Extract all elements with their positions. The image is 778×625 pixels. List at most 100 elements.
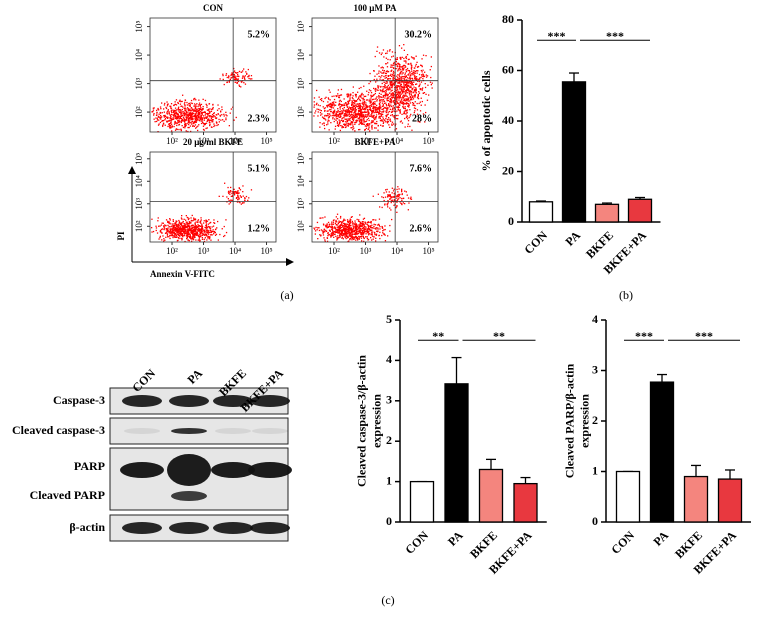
- event-dot: [164, 118, 167, 120]
- event-dot: [206, 104, 208, 107]
- event-dot: [182, 236, 184, 238]
- event-dot: [159, 116, 161, 118]
- event-dot: [351, 127, 353, 129]
- event-dot: [179, 235, 181, 237]
- event-dot: [233, 73, 235, 75]
- event-dot: [377, 193, 379, 195]
- event-dot: [368, 111, 370, 114]
- event-dot: [204, 226, 206, 229]
- event-dot: [335, 216, 337, 218]
- event-dot: [169, 219, 171, 221]
- event-dot: [317, 104, 319, 106]
- event-dot: [347, 236, 349, 238]
- event-dot: [173, 227, 175, 230]
- event-dot: [348, 112, 350, 114]
- event-dot: [409, 125, 411, 128]
- event-dot: [351, 103, 353, 105]
- event-dot: [329, 99, 331, 101]
- event-dot: [427, 84, 429, 86]
- event-dot: [171, 223, 173, 225]
- event-dot: [359, 116, 361, 118]
- event-dot: [372, 115, 374, 117]
- event-dot: [381, 52, 383, 54]
- event-dot: [346, 119, 348, 122]
- event-dot: [225, 219, 227, 221]
- event-dot: [401, 189, 403, 192]
- event-dot: [230, 186, 232, 189]
- event-dot: [334, 227, 337, 229]
- event-dot: [389, 88, 392, 90]
- event-dot: [394, 81, 396, 83]
- event-dot: [240, 196, 242, 198]
- event-dot: [251, 78, 253, 80]
- event-dot: [205, 234, 207, 236]
- event-dot: [359, 221, 361, 223]
- event-dot: [236, 192, 238, 194]
- event-dot: [413, 81, 415, 83]
- event-dot: [400, 97, 402, 99]
- event-dot: [349, 111, 351, 113]
- event-dot: [325, 96, 327, 98]
- event-dot: [188, 110, 190, 112]
- event-dot: [193, 219, 195, 221]
- event-dot: [193, 98, 195, 100]
- event-dot: [406, 194, 408, 196]
- event-dot: [356, 227, 358, 229]
- x-tick-label: CON: [402, 528, 431, 557]
- event-dot: [397, 194, 399, 196]
- event-dot: [394, 84, 396, 86]
- event-dot: [384, 196, 387, 198]
- event-dot: [208, 219, 210, 221]
- event-dot: [355, 113, 358, 115]
- event-dot: [361, 223, 364, 226]
- event-dot: [388, 104, 390, 107]
- event-dot: [160, 114, 162, 117]
- event-dot: [152, 109, 155, 111]
- event-dot: [159, 106, 162, 108]
- event-dot: [233, 193, 236, 195]
- event-dot: [357, 226, 359, 228]
- event-dot: [327, 226, 330, 228]
- event-dot: [366, 111, 368, 113]
- event-dot: [245, 71, 247, 73]
- event-dot: [234, 75, 236, 78]
- event-dot: [385, 191, 388, 193]
- event-dot: [398, 77, 400, 80]
- event-dot: [358, 106, 361, 108]
- event-dot: [382, 232, 384, 234]
- event-dot: [331, 235, 333, 237]
- event-dot: [410, 64, 413, 66]
- event-dot: [197, 239, 199, 241]
- event-dot: [247, 76, 249, 78]
- event-dot: [363, 223, 365, 226]
- event-dot: [396, 100, 398, 102]
- event-dot: [173, 114, 175, 117]
- event-dot: [185, 118, 188, 120]
- event-dot: [237, 190, 239, 192]
- event-dot: [414, 101, 416, 103]
- event-dot: [373, 225, 375, 227]
- event-dot: [371, 125, 373, 128]
- event-dot: [187, 115, 190, 117]
- event-dot: [359, 117, 361, 119]
- event-dot: [388, 78, 390, 80]
- event-dot: [165, 228, 167, 230]
- event-dot: [397, 79, 399, 81]
- event-dot: [391, 94, 393, 96]
- event-dot: [396, 201, 398, 203]
- event-dot: [200, 217, 202, 219]
- event-dot: [350, 227, 352, 229]
- event-dot: [223, 113, 225, 115]
- event-dot: [397, 89, 399, 91]
- event-dot: [391, 192, 393, 194]
- event-dot: [194, 224, 196, 226]
- event-dot: [347, 109, 349, 111]
- event-dot: [357, 230, 359, 232]
- event-dot: [393, 96, 395, 98]
- event-dot: [344, 110, 346, 112]
- row-label: β-actin: [69, 520, 105, 534]
- event-dot: [373, 70, 375, 72]
- event-dot: [407, 88, 409, 90]
- event-dot: [195, 127, 197, 129]
- event-dot: [342, 225, 344, 227]
